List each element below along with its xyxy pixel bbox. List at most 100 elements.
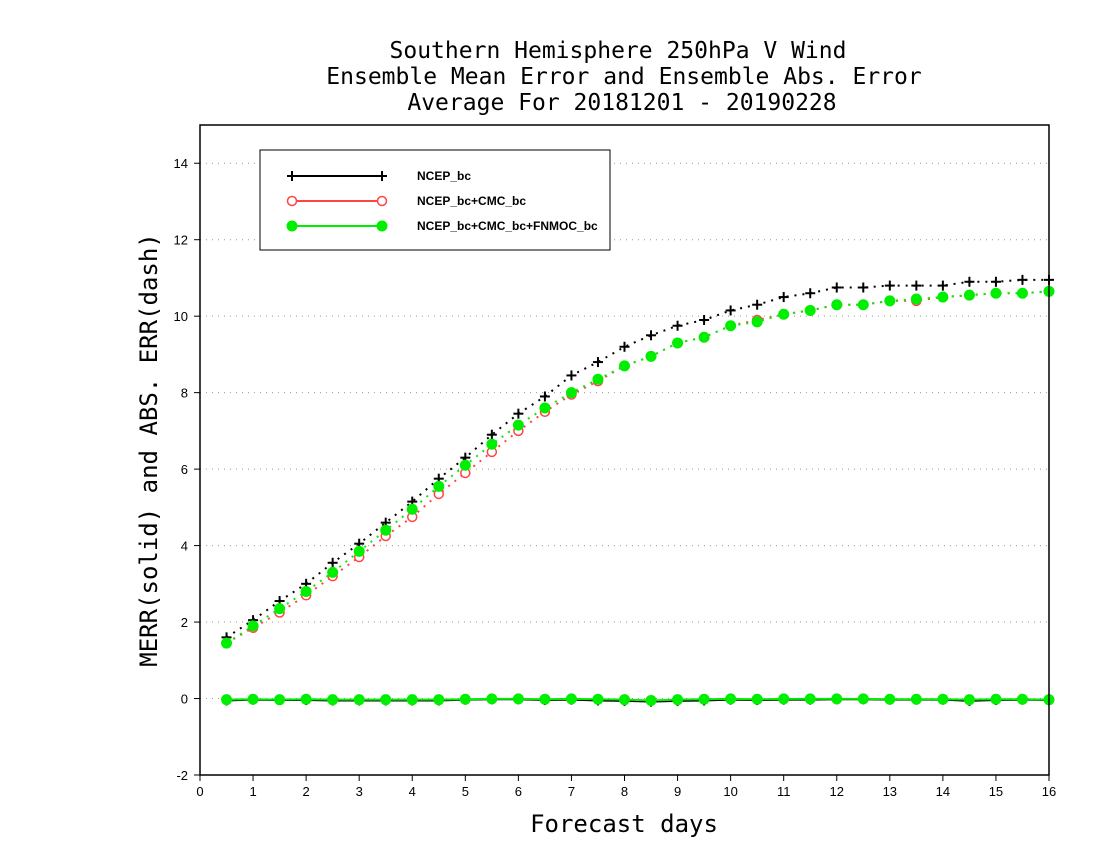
- series-2-abs-err-point-2: [274, 603, 286, 615]
- series-0-abs-err-point-20: [752, 299, 763, 310]
- series-0-abs-err-point-12: [539, 391, 550, 402]
- series-2-mean-err-point-17: [672, 694, 684, 706]
- series-2-abs-err-point-29: [990, 287, 1002, 299]
- x-tick-label-3: 3: [356, 784, 363, 799]
- series-2-abs-err-point-17: [672, 337, 684, 349]
- y-tick-label-3: 4: [181, 539, 188, 554]
- series-2-abs-err-point-15: [619, 360, 630, 372]
- series-2-abs-err-point-6: [380, 524, 392, 536]
- series-0-abs-err-point-24: [858, 282, 869, 293]
- series-2-abs-err-point-21: [778, 308, 790, 320]
- series-2-mean-err-point-22: [804, 693, 816, 705]
- series-2-mean-err-point-9: [459, 693, 471, 705]
- x-tick-label-8: 8: [621, 784, 628, 799]
- series-2-mean-err-point-14: [592, 693, 604, 705]
- x-tick-label-6: 6: [515, 784, 522, 799]
- y-tick-label-4: 6: [181, 462, 188, 477]
- x-tick-label-2: 2: [303, 784, 310, 799]
- x-tick-label-1: 1: [249, 784, 256, 799]
- y-axis-label: MERR(solid) and ABS. ERR(dash): [135, 233, 163, 666]
- x-tick-label-7: 7: [568, 784, 575, 799]
- series-2-abs-err-point-16: [645, 350, 657, 362]
- series-2-mean-err-point-26: [910, 693, 922, 705]
- y-tick-label-8: 14: [174, 156, 188, 171]
- series-2-abs-err-point-19: [725, 320, 737, 332]
- legend-label-1: NCEP_bc+CMC_bc: [417, 194, 526, 208]
- series-0-abs-err-point-10: [486, 429, 497, 440]
- y-tick-label-5: 8: [181, 386, 188, 401]
- series-2-mean-err-point-16: [645, 694, 657, 706]
- series-2-mean-err-point-6: [380, 694, 392, 706]
- series-0-abs-err-point-19: [725, 305, 736, 316]
- legend-items: NCEP_bc NCEP_bc+CMC_bc NCEP_bc+CMC_bc+FNMO…: [286, 169, 598, 233]
- x-tick-label-0: 0: [196, 784, 203, 799]
- y-tick-label-2: 2: [181, 615, 188, 630]
- legend-item-1: NCEP_bc+CMC_bc: [286, 194, 526, 208]
- x-tick-label-11: 11: [777, 784, 791, 799]
- series-0-abs-err-point-11: [513, 408, 524, 419]
- chart-title: Southern Hemisphere 250hPa V Wind Ensemb…: [326, 38, 921, 116]
- series-2-abs-err-point-10: [486, 438, 498, 450]
- x-tick-label-5: 5: [462, 784, 469, 799]
- series-2-mean-err-point-2: [274, 694, 286, 706]
- series-2-abs-err-point-4: [327, 566, 339, 578]
- series-2-mean-err-point-29: [990, 693, 1002, 705]
- series-2-abs-err-point-1: [247, 620, 259, 632]
- legend-marker-0-b: [377, 171, 387, 181]
- series-2-abs-err-point-30: [1016, 287, 1028, 299]
- x-tick-label-12: 12: [830, 784, 844, 799]
- series-2-abs-err-point-24: [857, 299, 869, 311]
- legend-item-2: NCEP_bc+CMC_bc+FNMOC_bc: [286, 219, 598, 233]
- series-2-mean-err-point-12: [539, 693, 551, 705]
- series-2-abs-err-point-3: [300, 585, 312, 597]
- series-2-abs-err-point-0: [221, 637, 233, 649]
- series-2-mean-err-point-1: [247, 693, 259, 705]
- series-2-abs-err-point-18: [698, 331, 710, 343]
- series-2-mean-err-point-7: [406, 694, 418, 706]
- x-tick-label-16: 16: [1042, 784, 1056, 799]
- x-axis-label: Forecast days: [530, 810, 718, 838]
- y-tick-label-7: 12: [174, 233, 188, 248]
- title-line-2: Ensemble Mean Error and Ensemble Abs. Er…: [326, 64, 921, 90]
- series-2-abs-err-point-11: [512, 419, 524, 431]
- series-2-mean-err-point-24: [857, 693, 869, 705]
- legend-item-0: NCEP_bc: [287, 169, 471, 183]
- series-0-abs-err-point-4: [327, 557, 338, 568]
- series-2-mean-err-point-18: [698, 693, 710, 705]
- x-tick-label-13: 13: [883, 784, 897, 799]
- series-2-mean-err-line: [226, 697, 1050, 702]
- x-tick-label-4: 4: [409, 784, 416, 799]
- series-2-abs-err-point-27: [937, 291, 949, 303]
- x-tick-label-14: 14: [936, 784, 950, 799]
- series-2-mean-err-point-28: [963, 694, 975, 706]
- series-2-abs-err-point-12: [539, 402, 551, 414]
- series-2-abs-err-point-26: [910, 293, 922, 305]
- series-2-mean-err-point-15: [619, 694, 630, 706]
- series-2-abs-err-point-8: [433, 480, 445, 492]
- series-2-mean-err-point-8: [433, 694, 445, 706]
- series-2-mean-err-point-27: [937, 693, 949, 705]
- series-2-abs-err-point-20: [751, 316, 763, 328]
- series-2-mean-err-point-21: [778, 693, 790, 705]
- series-2-mean-err-point-3: [300, 693, 312, 705]
- series-0-abs-err-point-15: [619, 341, 630, 352]
- x-tick-label-9: 9: [674, 784, 681, 799]
- series-2-abs-err-point-25: [884, 295, 896, 307]
- legend-marker-1-a: [286, 195, 298, 207]
- legend-marker-1-b: [376, 195, 388, 207]
- series-0-abs-err-point-17: [672, 320, 683, 331]
- legend-marker-2-b: [376, 220, 388, 232]
- legend-label-2: NCEP_bc+CMC_bc+FNMOC_bc: [417, 219, 598, 233]
- series-2-mean-err-point-25: [884, 693, 896, 705]
- series-0-abs-err-point-25: [884, 280, 895, 291]
- series-2-mean-err-point-20: [751, 693, 763, 705]
- series-2-mean-err-point-4: [327, 694, 339, 706]
- legend-marker-0-a: [287, 171, 297, 181]
- series-0-abs-err-point-26: [911, 280, 922, 291]
- series-2-abs-err-point-7: [406, 503, 418, 515]
- series-2-abs-err-point-5: [353, 545, 365, 557]
- x-tick-label-10: 10: [723, 784, 737, 799]
- legend-marker-2-a: [286, 220, 298, 232]
